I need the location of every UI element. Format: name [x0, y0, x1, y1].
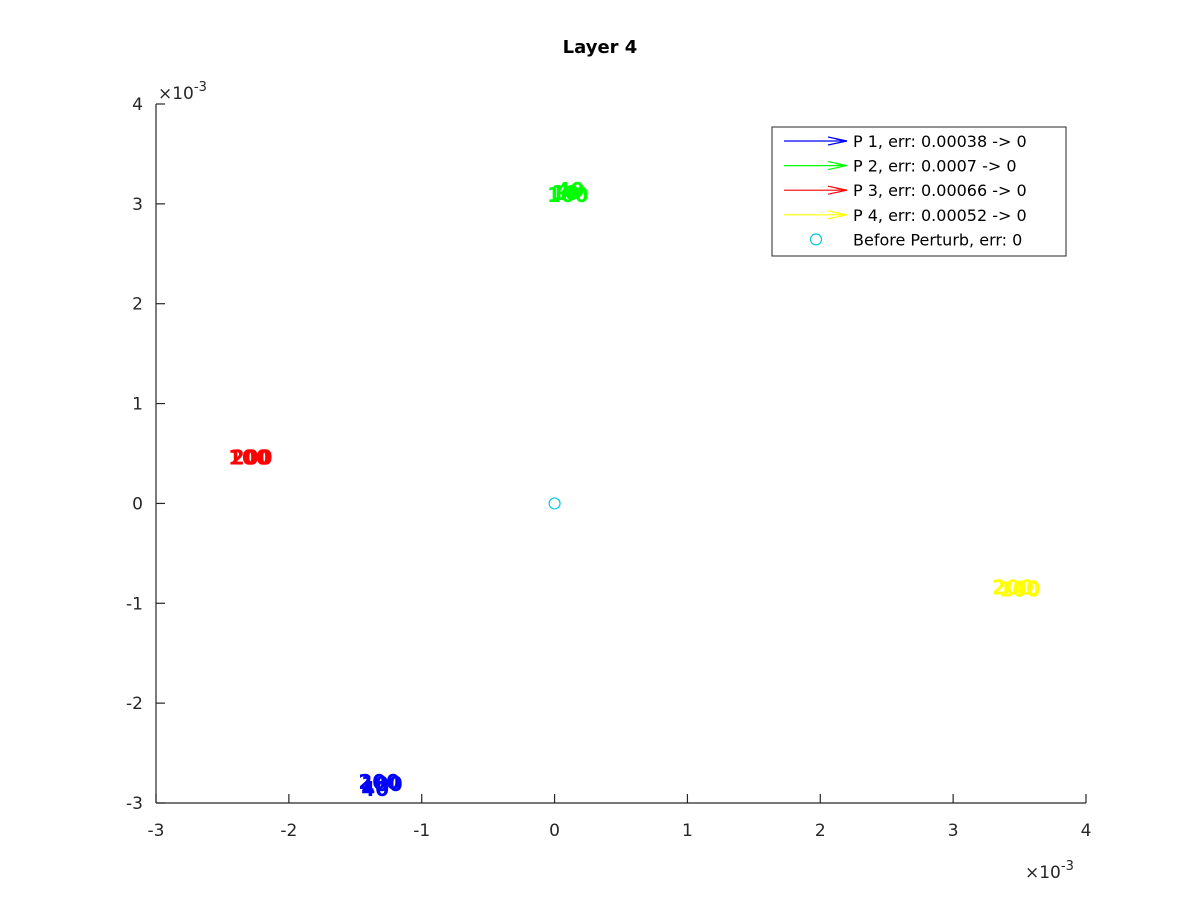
x-exponent-power: -3	[1061, 859, 1074, 874]
legend-entry-label: P 4, err: 0.00052 -> 0	[853, 206, 1027, 225]
data-point-label: 200	[358, 770, 400, 794]
data-point-label: 200	[231, 445, 273, 469]
data-point-label: 100	[547, 183, 589, 207]
x-tick-label: 4	[1081, 821, 1092, 841]
legend-entry-label: P 1, err: 0.00038 -> 0	[853, 132, 1027, 151]
data-point-label: 10	[551, 181, 579, 205]
data-point-label: 100	[999, 577, 1041, 601]
x-tick-label: 0	[549, 821, 560, 841]
y-tick-label: 1	[132, 395, 143, 415]
legend-box	[771, 126, 1067, 257]
x-tick-label: -2	[280, 821, 297, 841]
x-exponent-label: ×10-3	[1025, 859, 1074, 883]
data-point	[548, 497, 561, 510]
legend-arrow-head	[827, 136, 848, 146]
y-exponent-label: ×10-3	[158, 80, 207, 104]
y-tick-label: 0	[132, 494, 143, 514]
data-point-label: 40	[361, 777, 389, 801]
series-group	[548, 497, 561, 510]
legend-entry-label: P 3, err: 0.00066 -> 0	[853, 181, 1027, 200]
chart-title: Layer 4	[563, 37, 638, 58]
y-tick-label: -2	[126, 694, 143, 714]
data-point-label: 40	[557, 178, 585, 202]
x-tick-label: -1	[413, 821, 430, 841]
data-point-label: 100	[228, 445, 270, 469]
x-tick-label: 2	[815, 821, 826, 841]
y-tick-label: -3	[126, 794, 143, 814]
data-point-label: 200	[992, 575, 1034, 599]
legend-arrow-head	[827, 161, 848, 171]
x-tick-label: -3	[148, 821, 165, 841]
legend-arrow-head	[827, 210, 848, 220]
y-tick-label: 2	[132, 295, 143, 315]
y-tick-label: 4	[132, 95, 143, 115]
y-tick-label: -1	[126, 594, 143, 614]
y-tick-label: 3	[132, 195, 143, 215]
x-tick-label: 3	[948, 821, 959, 841]
legend-entry-label: Before Perturb, err: 0	[853, 230, 1022, 249]
data-point-label: 40	[1012, 576, 1040, 600]
legend-marker-circle	[809, 233, 823, 246]
legend-arrow-head	[827, 185, 848, 195]
data-point-label: 100	[361, 772, 403, 796]
x-tick-label: 1	[682, 821, 693, 841]
legend-entry-label: P 2, err: 0.0007 -> 0	[853, 157, 1017, 176]
y-exponent-power: -3	[194, 80, 207, 95]
legend: P 1, err: 0.00038 -> 0 P 2, err: 0.0007 -…	[771, 126, 1067, 257]
